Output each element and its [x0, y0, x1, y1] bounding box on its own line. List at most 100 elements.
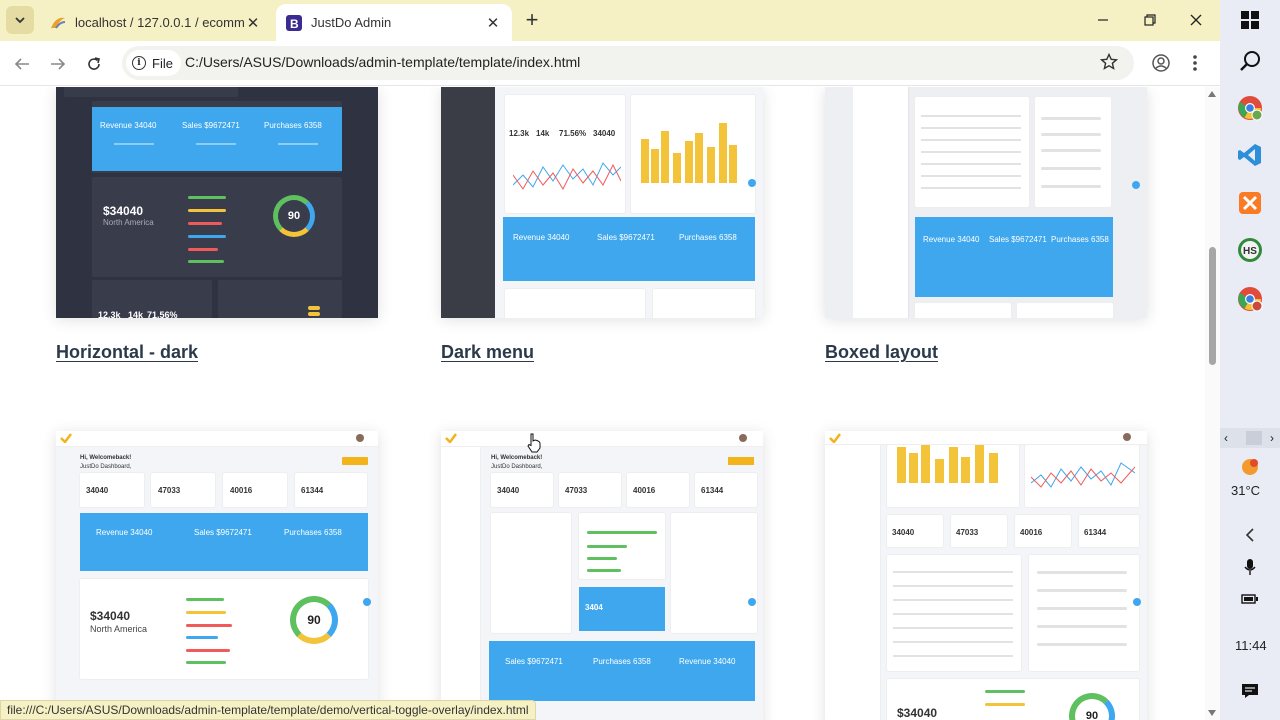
phpmyadmin-icon	[50, 15, 66, 31]
chevron-down-icon	[15, 16, 25, 23]
big-value: $34040	[897, 706, 938, 720]
new-tab-button[interactable]: +	[525, 7, 539, 32]
xampp-icon[interactable]	[1235, 188, 1265, 218]
reload-button[interactable]	[80, 50, 108, 78]
kpi-value: 61344	[301, 486, 324, 495]
revenue-stat: Revenue 34040	[513, 233, 570, 242]
notification-icon[interactable]	[1235, 676, 1265, 706]
weather-temp: 31°C	[1231, 483, 1261, 498]
minimize-icon	[1098, 19, 1108, 21]
tile-value: 3404	[585, 603, 603, 612]
profile-icon[interactable]	[1151, 53, 1171, 78]
address-bar[interactable]: i File C:/Users/ASUS/Downloads/admin-tem…	[122, 46, 1134, 80]
chrome-icon[interactable]	[1235, 93, 1265, 123]
tab-justdo-admin[interactable]: B JustDo Admin ✕	[276, 4, 512, 41]
browser-window: localhost / 127.0.0.1 / ecommerce ✕ B Ju…	[0, 0, 1220, 720]
preview-horizontal-light[interactable]: Hi, Welcomeback! JustDo Dashboard, 34040…	[56, 431, 378, 720]
stat-value: 71.56%	[147, 310, 178, 318]
region-label: North America	[103, 218, 154, 227]
check-logo-icon	[829, 433, 841, 443]
demo-link-horizontal-dark[interactable]: Horizontal - dark	[56, 342, 199, 362]
page-scrollbar[interactable]	[1205, 87, 1220, 720]
preview-horizontal-dark[interactable]: Revenue 34040 Sales $9672471 Purchases 6…	[56, 87, 378, 318]
svg-text:B: B	[290, 17, 299, 31]
scroll-thumb[interactable]	[1209, 247, 1216, 365]
panel	[1035, 97, 1111, 207]
kpi-value: 47033	[956, 528, 979, 537]
arrow-left-icon	[14, 58, 29, 70]
windows-start-icon[interactable]	[1235, 5, 1265, 35]
revenue-stat: Revenue 34040	[679, 657, 736, 666]
bookmark-star-icon[interactable]	[1099, 52, 1119, 76]
panel	[1017, 303, 1113, 318]
check-logo-icon	[445, 433, 457, 443]
kpi-value: 34040	[497, 486, 520, 495]
kebab-menu-icon[interactable]	[1192, 53, 1198, 78]
tab-search-button[interactable]	[6, 6, 34, 34]
greeting: Hi, Welcomeback!	[491, 455, 543, 461]
purchases-stat: Purchases 6358	[1051, 235, 1109, 244]
stat-value: 14k	[128, 310, 144, 318]
search-icon[interactable]	[1235, 46, 1265, 76]
close-icon[interactable]: ✕	[486, 14, 500, 32]
browser-toolbar: i File C:/Users/ASUS/Downloads/admin-tem…	[0, 41, 1220, 86]
chevron-left-icon[interactable]	[1235, 520, 1265, 550]
scroll-up-arrow[interactable]	[1208, 91, 1216, 97]
tab-phpmyadmin[interactable]: localhost / 127.0.0.1 / ecommerce ✕	[40, 4, 272, 41]
svg-text:HS: HS	[1243, 246, 1257, 257]
tray-scroll-thumb[interactable]	[1246, 431, 1262, 445]
minimize-button[interactable]	[1080, 6, 1126, 34]
windows-taskbar: HS ‹ › 31°C 11:44	[1220, 0, 1280, 720]
url-text[interactable]: C:/Users/ASUS/Downloads/admin-template/t…	[185, 54, 581, 70]
clock: 11:44	[1235, 638, 1267, 653]
preview-vertical-light[interactable]: 34040 47033 40016 61344 $34040 90	[825, 431, 1147, 720]
restore-button[interactable]	[1127, 6, 1173, 34]
site-info-chip[interactable]: i File	[126, 50, 181, 76]
forward-button[interactable]	[44, 50, 72, 78]
restore-icon	[1144, 14, 1156, 26]
greeting: Hi, Welcomeback!	[80, 455, 132, 461]
close-window-button[interactable]	[1173, 6, 1219, 34]
scroll-down-arrow[interactable]	[1208, 710, 1216, 716]
stat-value: 71.56%	[559, 129, 587, 138]
tab-title: localhost / 127.0.0.1 / ecommerce	[75, 15, 244, 30]
gauge-chart: 90	[290, 596, 338, 644]
heidisql-icon[interactable]: HS	[1235, 235, 1265, 265]
kpi-value: 61344	[701, 486, 724, 495]
battery-icon[interactable]	[1235, 584, 1265, 614]
stat-tile: 3404	[579, 587, 665, 631]
preview-sidebar	[853, 87, 909, 318]
gauge-chart: 90	[1069, 693, 1115, 720]
chevron-left-icon[interactable]: ‹	[1224, 431, 1228, 445]
demo-link-boxed-layout[interactable]: Boxed layout	[825, 342, 939, 362]
stats-banner: Revenue 34040 Sales $9672471 Purchases 6…	[80, 513, 368, 571]
stats-banner: Sales $9672471 Purchases 6358 Revenue 34…	[489, 641, 755, 701]
kpi-value: 47033	[158, 486, 181, 495]
chrome-profile-icon[interactable]	[1235, 284, 1265, 314]
preview-dark-menu[interactable]: 12.3k 14k 71.56% 34040 Revenue 34040 Sal…	[441, 87, 763, 318]
demo-link-dark-menu[interactable]: Dark menu	[441, 342, 535, 362]
vscode-icon[interactable]	[1235, 140, 1265, 170]
purchases-stat: Purchases 6358	[679, 233, 737, 242]
gauge-chart: 90	[273, 195, 315, 237]
subtitle: JustDo Dashboard,	[80, 464, 132, 470]
preview-vertical-toggle-overlay[interactable]: Hi, Welcomeback! JustDo Dashboard, 34040…	[441, 431, 763, 720]
preview-sidebar	[825, 445, 881, 720]
microphone-icon[interactable]	[1235, 552, 1265, 582]
tab-bar: localhost / 127.0.0.1 / ecommerce ✕ B Ju…	[0, 0, 1220, 41]
revenue-stat: Revenue 34040	[100, 121, 157, 130]
revenue-stat: Revenue 34040	[96, 528, 153, 537]
stat-value: 34040	[593, 129, 616, 138]
close-icon	[1190, 14, 1202, 26]
status-bar: file:///C:/Users/ASUS/Downloads/admin-te…	[0, 700, 536, 720]
close-icon[interactable]: ✕	[246, 14, 260, 32]
back-button[interactable]	[8, 50, 36, 78]
purchases-stat: Purchases 6358	[264, 121, 322, 130]
region-label: North America	[90, 624, 148, 634]
preview-boxed-layout[interactable]: Revenue 34040 Sales $9672471 Purchases 6…	[825, 87, 1147, 318]
sales-stat: Sales $9672471	[505, 657, 563, 666]
chevron-right-icon[interactable]: ›	[1270, 431, 1274, 445]
weather-icon[interactable]	[1235, 456, 1265, 478]
kpi-value: 47033	[565, 486, 588, 495]
info-icon: i	[132, 56, 146, 70]
